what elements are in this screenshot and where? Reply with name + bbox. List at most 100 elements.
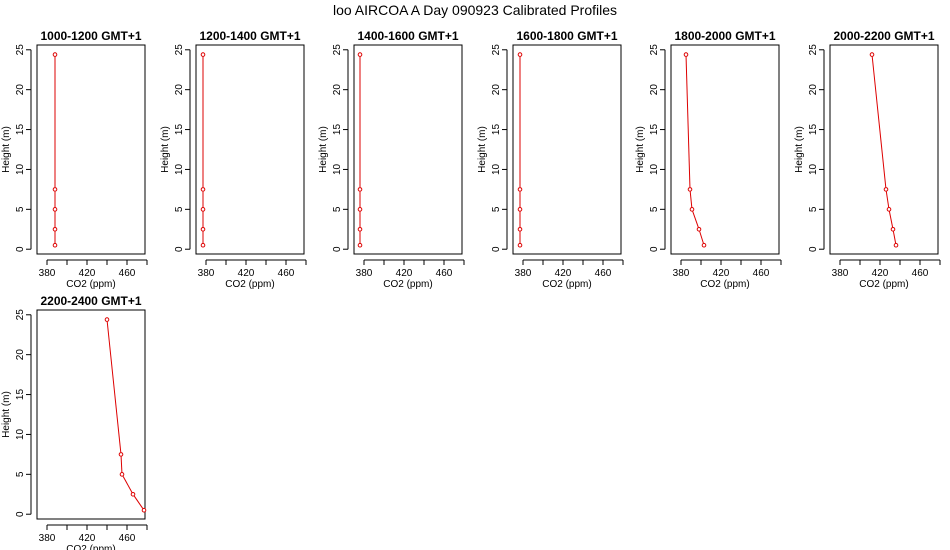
series-line (885, 191, 890, 208)
data-point (869, 52, 875, 57)
y-tick-label: 20 (15, 84, 26, 96)
x-tick-label: 460 (119, 533, 136, 544)
data-point (517, 52, 523, 57)
x-axis-label: CO2 (ppm) (66, 544, 115, 550)
y-tick-label: 15 (491, 124, 502, 136)
data-point (683, 52, 689, 57)
y-tick-label: 5 (808, 206, 819, 212)
x-tick-label: 420 (396, 268, 413, 279)
y-axis-label: Height (m) (794, 126, 805, 173)
y-tick-label: 20 (332, 84, 343, 96)
chart-panel: 1200-1400 GMT+1 380 420 460 CO2 (ppm) 0 5 10 15 2… (160, 29, 307, 290)
y-tick-label: 0 (174, 246, 185, 252)
data-point (883, 187, 889, 192)
panel-title: 1800-2000 GMT+1 (674, 29, 775, 43)
data-point (890, 226, 896, 232)
panel-title: 2200-2400 GMT+1 (40, 294, 141, 308)
x-axis-label: CO2 (ppm) (225, 279, 274, 290)
series-line (888, 211, 894, 228)
y-tick-label: 25 (15, 309, 26, 321)
chart-panel: 2000-2200 GMT+1 380 420 460 CO2 (ppm) 0 5 10 15 2… (794, 29, 941, 290)
y-axis-label: Height (m) (318, 126, 329, 173)
x-tick-label: 460 (595, 268, 612, 279)
x-axis-label: CO2 (ppm) (66, 279, 115, 290)
y-tick-label: 5 (15, 471, 26, 477)
data-point (517, 226, 523, 232)
y-tick-label: 0 (332, 246, 343, 252)
series-line (871, 56, 887, 188)
panel-title: 1000-1200 GMT+1 (40, 29, 141, 43)
x-tick-label: 380 (356, 268, 373, 279)
y-tick-label: 10 (174, 163, 185, 175)
data-point (130, 491, 136, 497)
x-tick-label: 460 (119, 268, 136, 279)
y-tick-label: 10 (15, 163, 26, 175)
series-line (122, 476, 133, 493)
series-line (892, 231, 897, 244)
x-tick-label: 380 (39, 533, 56, 544)
chart-panel: 1000-1200 GMT+1 380 420 460 CO2 (ppm) 0 5 10 15 2… (1, 29, 148, 290)
y-tick-label: 25 (649, 44, 660, 56)
y-tick-label: 0 (491, 246, 502, 252)
data-point (696, 226, 702, 232)
x-tick-label: 420 (238, 268, 255, 279)
y-tick-label: 5 (491, 206, 502, 212)
y-tick-label: 5 (332, 206, 343, 212)
x-axis-label: CO2 (ppm) (383, 279, 432, 290)
y-tick-label: 20 (174, 84, 185, 96)
panel-title: 1400-1600 GMT+1 (357, 29, 458, 43)
chart-panel: 1800-2000 GMT+1 380 420 460 CO2 (ppm) 0 5 10 15 2… (635, 29, 782, 290)
data-point (517, 242, 523, 248)
plot-frame (829, 44, 939, 255)
data-point (893, 242, 899, 248)
y-axis-label: Height (m) (1, 126, 12, 173)
plot-frame (195, 44, 305, 255)
y-tick-label: 20 (808, 84, 819, 96)
x-tick-label: 420 (555, 268, 572, 279)
y-axis-label: Height (m) (1, 391, 12, 438)
data-point (886, 207, 892, 212)
y-tick-label: 5 (15, 206, 26, 212)
y-tick-label: 15 (174, 124, 185, 136)
y-tick-label: 25 (174, 44, 185, 56)
x-tick-label: 460 (436, 268, 453, 279)
data-point (52, 187, 58, 192)
data-point (357, 187, 363, 192)
series-line (133, 495, 144, 509)
plot-frame (353, 44, 463, 255)
data-point (357, 207, 363, 212)
y-tick-label: 0 (15, 511, 26, 517)
panel-title: 2000-2200 GMT+1 (833, 29, 934, 43)
y-tick-label: 15 (649, 124, 660, 136)
data-point (52, 242, 58, 248)
chart-panel: 1600-1800 GMT+1 380 420 460 CO2 (ppm) 0 5 10 15 2… (477, 29, 624, 290)
data-point (357, 226, 363, 232)
x-tick-label: 460 (753, 268, 770, 279)
y-tick-label: 0 (649, 246, 660, 252)
data-point (200, 226, 206, 232)
series-line (692, 211, 699, 228)
panel-title: 1600-1800 GMT+1 (516, 29, 617, 43)
y-tick-label: 10 (808, 163, 819, 175)
series-line (689, 191, 693, 208)
data-point (689, 207, 695, 212)
data-point (200, 207, 206, 212)
x-axis-label: CO2 (ppm) (859, 279, 908, 290)
y-tick-label: 25 (15, 44, 26, 56)
y-tick-label: 25 (491, 44, 502, 56)
series-line (120, 456, 123, 473)
series-line (699, 231, 704, 244)
data-point (141, 507, 147, 513)
data-point (52, 226, 58, 232)
x-tick-label: 420 (79, 533, 96, 544)
data-point (357, 242, 363, 248)
x-tick-label: 380 (832, 268, 849, 279)
y-tick-label: 0 (15, 246, 26, 252)
data-point (104, 317, 110, 322)
y-tick-label: 10 (649, 163, 660, 175)
data-point (687, 187, 693, 192)
y-tick-label: 25 (332, 44, 343, 56)
y-axis-label: Height (m) (160, 126, 171, 173)
plot-frame (36, 44, 146, 255)
data-point (200, 242, 206, 248)
